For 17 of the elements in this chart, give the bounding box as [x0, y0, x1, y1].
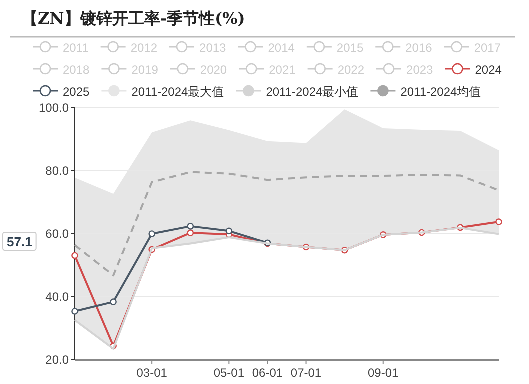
x-tick-label: 09-01 — [368, 366, 400, 380]
legend-label: 2011-2024均值 — [400, 85, 482, 99]
chart-title: 【ZN】镀锌开工率-季节性(%) — [22, 9, 246, 28]
y-tick-label: 60.0 — [46, 227, 70, 241]
legend-label: 2011-2024最小值 — [266, 85, 359, 99]
y-tick-label: 80.0 — [46, 164, 70, 178]
x-tick-label: 06-01 — [252, 366, 284, 380]
y-tick-label: 40.0 — [46, 290, 70, 304]
annotation: 57.1 — [2, 232, 37, 252]
y-tick-label: 100.0 — [38, 101, 70, 115]
y-tick-label: 20.0 — [46, 353, 70, 367]
x-tick-label: 03-01 — [136, 366, 168, 380]
x-tick-label: 07-01 — [290, 366, 322, 380]
x-tick-label: 05-01 — [214, 366, 245, 380]
legend-label: 2025 — [63, 85, 90, 99]
legend-label: 2024 — [475, 63, 502, 77]
legend-label: 2011-2024最大值 — [132, 85, 224, 99]
